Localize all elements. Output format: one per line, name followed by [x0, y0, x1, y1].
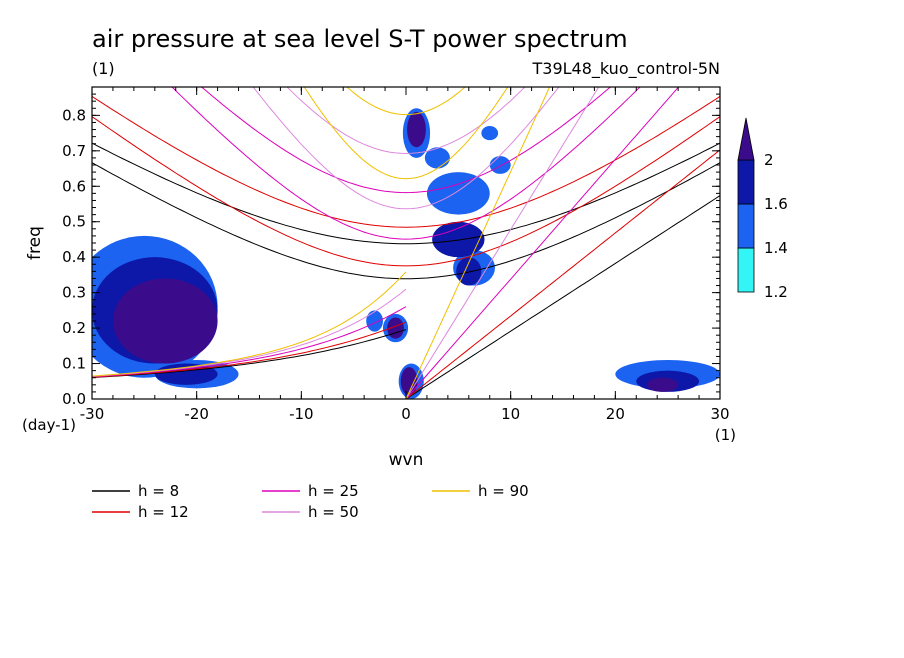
legend-label: h = 8: [138, 482, 179, 500]
x-unit-label: (1): [715, 426, 736, 444]
y-tick-label: 0.6: [62, 177, 86, 195]
x-tick-label: -20: [184, 405, 209, 423]
dispersion-curve: [405, 87, 600, 399]
y-tick-label: 0.8: [62, 106, 86, 124]
x-tick-label: 10: [501, 405, 520, 423]
colorbar: 1.2 1.4 1.6 2: [737, 117, 788, 301]
power-region: [112, 278, 218, 364]
dispersion-curve: [92, 116, 720, 267]
legend-label: h = 90: [478, 482, 529, 500]
colorbar-swatch: [737, 159, 755, 205]
power-region: [407, 111, 426, 148]
y-tick-label: 0.7: [62, 142, 86, 160]
dispersion-curve: [200, 87, 612, 194]
x-tick-label: 30: [710, 405, 729, 423]
dispersion-curve: [92, 95, 720, 228]
power-region: [481, 126, 499, 141]
power-region: [424, 147, 450, 169]
colorbar-extension: [737, 117, 755, 161]
dispersion-curve: [252, 87, 560, 210]
x-axis-label: wvn: [389, 450, 424, 470]
x-tick-label: -30: [80, 405, 105, 423]
dispersion-curve: [92, 306, 407, 378]
chart-title: air pressure at sea level S-T power spec…: [92, 25, 628, 53]
power-region: [489, 156, 511, 174]
colorbar-label: 1.6: [764, 195, 788, 213]
power-region: [456, 257, 482, 286]
dispersion-curve: [405, 149, 720, 399]
dispersion-curve: [171, 87, 641, 240]
y-tick-label: 0.2: [62, 319, 86, 337]
dispersion-curve: [286, 87, 526, 155]
curve-legend: h = 8 h = 12 h = 25 h = 50 h = 90: [92, 482, 529, 521]
colorbar-label: 1.4: [764, 239, 788, 257]
power-region: [400, 367, 418, 396]
power-region: [426, 172, 490, 215]
dispersion-curve: [92, 329, 407, 379]
units-label: (1): [92, 59, 115, 78]
y-tick-label: 0.3: [62, 284, 86, 302]
legend-label: h = 25: [308, 482, 359, 500]
dispersion-curve: [303, 87, 509, 180]
y-tick-label: 0.0: [62, 390, 86, 408]
axis-ticks: -30 -20 -10 0 10 20 30 0.0 0.1 0.2 0.3 0.4 0.5 0.6 0.7…: [62, 87, 730, 423]
dispersion-curve: [405, 87, 680, 399]
x-tick-label: 0: [401, 405, 411, 423]
colorbar-label: 1.2: [764, 283, 788, 301]
legend-label: h = 12: [138, 503, 189, 521]
y-tick-label: 0.4: [62, 248, 86, 266]
colorbar-label: 2: [764, 151, 774, 169]
x-tick-label: 20: [606, 405, 625, 423]
x-tick-label: -10: [289, 405, 314, 423]
y-tick-label: 0.1: [62, 355, 86, 373]
legend-label: h = 50: [308, 503, 359, 521]
dispersion-curves: [92, 87, 720, 399]
dispersion-curve: [92, 162, 720, 280]
power-regions: [92, 108, 720, 399]
run-label: T39L48_kuo_control-5N: [532, 59, 721, 79]
colorbar-swatch: [737, 247, 755, 293]
dispersion-curve: [92, 271, 407, 377]
power-region: [366, 310, 383, 332]
dispersion-curve: [92, 321, 407, 378]
y-tick-label: 0.5: [62, 213, 86, 231]
power-region: [646, 377, 679, 392]
power-region: [432, 221, 485, 258]
y-axis-label: freq: [25, 226, 45, 260]
y-unit-label: (day-1): [22, 416, 76, 434]
dispersion-curve: [346, 87, 466, 116]
dispersion-curve: [405, 195, 720, 399]
colorbar-swatch: [737, 203, 755, 249]
dispersion-curve: [92, 142, 720, 245]
dispersion-curve: [405, 87, 551, 399]
power-region: [387, 317, 404, 339]
